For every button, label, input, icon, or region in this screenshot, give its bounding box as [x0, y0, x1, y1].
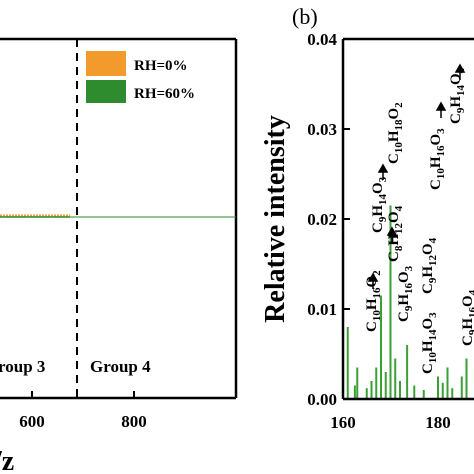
formula-label: C10H18O2 — [386, 102, 405, 164]
legend-label-rh0: RH=0% — [134, 58, 188, 74]
spectrum-bar — [413, 385, 416, 399]
group-label-4: Group 4 — [90, 357, 151, 376]
panel-a-x-tick-label: 600 — [19, 412, 45, 431]
panel-b-y-tick-label: 0.00 — [307, 390, 337, 409]
spectrum-bar — [394, 358, 397, 399]
panel-b-label: (b) — [292, 4, 318, 29]
annotation-arrowhead — [386, 226, 398, 236]
annotation-arrowhead — [377, 163, 389, 173]
legend-swatch-rh60 — [86, 80, 126, 103]
panel-b-y-tick-label: 0.02 — [307, 210, 337, 229]
annotation-arrowhead — [367, 272, 379, 282]
spectrum-bar — [384, 372, 387, 399]
formula-label: C8H12O4 — [386, 205, 405, 262]
panel-b: (b) Relative intensity 0.000.010.020.030… — [260, 4, 474, 432]
panel-a-x-tick-label: 800 — [121, 412, 147, 431]
panel-b-formulas: C10H16O2 C9H14O3 C10H18O2 C8H12O4 C9H16O… — [364, 67, 474, 374]
spectrum-bar — [356, 367, 359, 399]
panel-b-y-tick-label: 0.03 — [307, 120, 337, 139]
spectrum-bar — [353, 385, 356, 399]
panel-b-y-axis-title: Relative intensity — [260, 115, 291, 323]
annotation-arrowhead — [454, 63, 466, 73]
spectrum-bar — [465, 358, 468, 399]
spectrum-bar — [437, 376, 439, 399]
legend: RH=0% RH=60% — [86, 51, 195, 103]
spectrum-bar — [441, 382, 444, 399]
formula-label: C10H16O3 — [428, 128, 447, 190]
formula-label: C9H16O4 — [460, 289, 474, 346]
formula-label: C9H16O3 — [396, 265, 415, 322]
panel-b-y-ticks: 0.00 0.01 0.02 0.03 0.04 — [307, 30, 350, 409]
spectrum-bar — [380, 295, 382, 399]
spectrum-bar — [375, 367, 378, 399]
panel-a-x-axis-title: /z — [0, 446, 14, 474]
panel-b-bars — [346, 205, 468, 399]
panel-b-annotation-arrows — [367, 63, 466, 289]
spectrum-bar — [451, 388, 454, 399]
spectrum-bar — [422, 390, 425, 399]
formula-label: C9H12O4 — [420, 237, 439, 294]
spectrum-bar — [346, 327, 349, 399]
panel-b-x-tick-label: 160 — [330, 413, 356, 432]
spectrum-bar — [460, 376, 463, 399]
panel-b-y-tick-label: 0.01 — [307, 300, 337, 319]
legend-label-rh60: RH=60% — [134, 86, 195, 102]
legend-swatch-rh0 — [86, 51, 126, 76]
spectrum-bar — [389, 205, 392, 399]
panel-b-x-tick-label: 180 — [425, 413, 451, 432]
annotation-arrowhead — [435, 101, 447, 111]
spectrum-bar — [365, 388, 368, 399]
panel-a: roup 3 Group 4 600 800 /z RH=0% RH=60% — [0, 37, 238, 474]
group-label-3: roup 3 — [0, 357, 45, 376]
spectrum-bar — [406, 345, 409, 399]
panel-b-y-tick-label: 0.04 — [307, 30, 337, 49]
formula-label: C9H14O3 — [370, 176, 389, 233]
spectrum-bar — [370, 381, 373, 399]
formula-label: C9H14O4 — [448, 67, 467, 124]
spectrum-bar — [399, 381, 401, 399]
spectrum-bar — [446, 367, 449, 399]
formula-label: C10H16O2 — [364, 270, 383, 332]
formula-label: C10H14O3 — [420, 312, 439, 374]
